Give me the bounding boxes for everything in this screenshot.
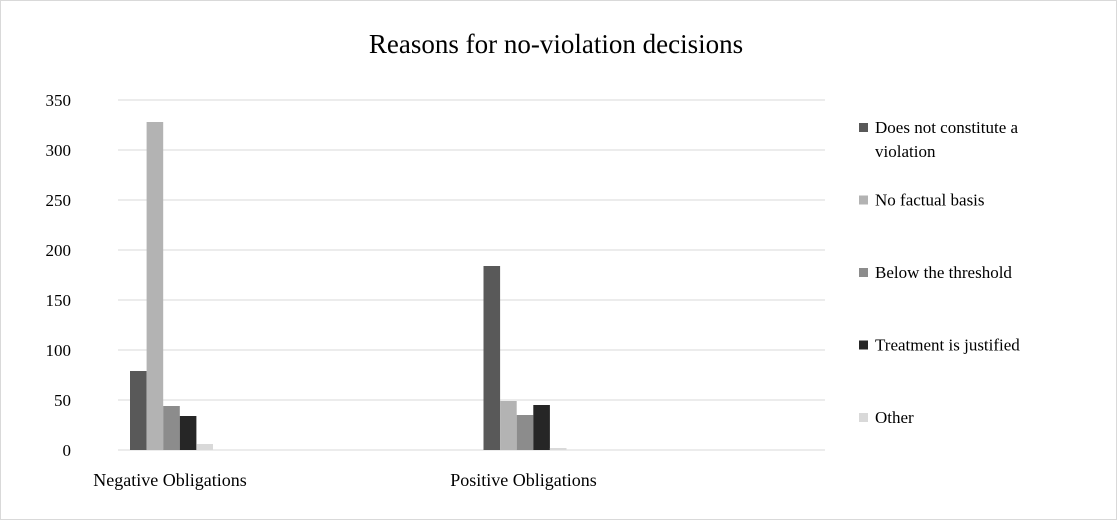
bar [196,444,213,450]
legend-swatch [859,413,868,422]
y-tick-label: 350 [46,91,72,110]
axes: 0 50 100 150 200 250 300 350 Negative Obligation… [46,91,825,490]
bar [516,415,534,450]
legend-item: Other [859,408,914,427]
category-label: Positive Obligations [450,470,597,490]
y-tick-label: 250 [46,191,72,210]
bar [179,416,197,450]
legend-item: Below the threshold [859,263,1012,282]
chart-title: Reasons for no-violation decisions [369,29,743,59]
bar [533,405,550,450]
bar [483,266,501,450]
gridlines [118,99,825,401]
bar [549,448,567,450]
legend-swatch [859,268,868,277]
y-tick-label: 50 [54,391,71,410]
y-tick-label: 0 [63,441,72,460]
y-tick-label: 150 [46,291,72,310]
legend-label: No factual basis [875,191,985,210]
y-tick-label: 300 [46,141,72,160]
legend-swatch [859,340,868,350]
legend-item: Treatment is justified [859,336,1020,355]
legend-label: Other [875,408,914,427]
bar [163,406,180,450]
legend-swatch [859,123,868,132]
bars [130,122,567,450]
legend: Does not constitute a violation No factual… [859,118,1020,427]
legend-label: Treatment is justified [875,336,1020,355]
category-label: Negative Obligations [93,470,246,490]
bar [500,401,517,450]
legend-swatch [859,195,868,205]
y-tick-label: 100 [46,341,72,360]
bar [146,122,164,450]
legend-item: Does not constitute a violation [859,118,1019,161]
legend-label: Does not constitute a violation [875,118,1019,161]
bar [130,371,147,450]
y-tick-label: 200 [46,241,72,260]
legend-item: No factual basis [859,191,985,210]
legend-label: Below the threshold [875,263,1012,282]
